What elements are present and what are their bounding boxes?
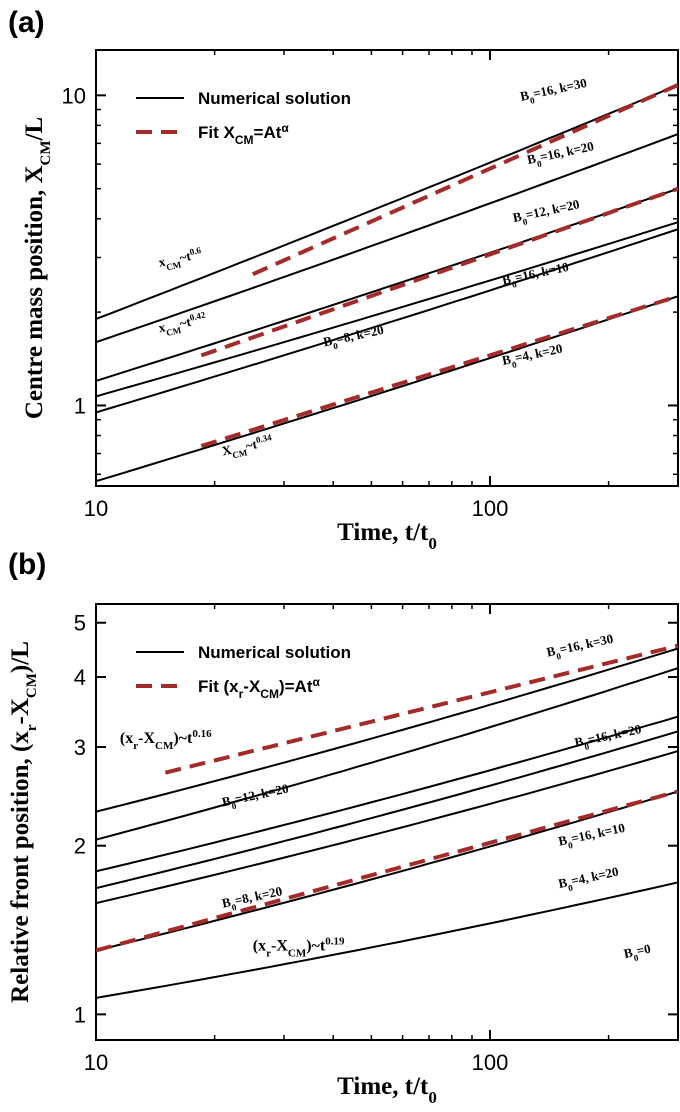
x-axis-title: Time, t/t0 [337, 1073, 437, 1107]
x-tick-label: 10 [84, 496, 108, 521]
numerical-line-4 [96, 228, 678, 414]
curve-label-0: B0=16, k=30 [545, 631, 615, 664]
x-tick-label: 10 [84, 1050, 108, 1075]
curve-label-6: xCM~t0.6 [157, 245, 205, 274]
curve-label-1: B0=16, k=20 [573, 721, 643, 754]
x-tick-label: 100 [472, 496, 509, 521]
curve-label-0: B0=16, k=30 [519, 75, 589, 108]
plot-frame [95, 49, 679, 487]
numerical-line-5 [96, 295, 678, 483]
curve-label-7: xCM~t0.42 [157, 310, 209, 340]
y-tick-label: 10 [62, 83, 86, 108]
legend-entry-solid: Numerical solution [198, 643, 351, 662]
fit-line-7 [200, 186, 678, 358]
y-tick-label: 4 [74, 665, 86, 690]
curve-label-5: B0=4, k=20 [557, 864, 621, 895]
y-tick-label: 2 [74, 834, 86, 859]
chart-panel-b: (b) 10 100 1 2 3 4 5 Time, t/t0 Relative front po… [7, 548, 679, 1107]
numerical-line-2 [96, 715, 678, 873]
fit-label-0: (xr-XCM)~t0.16 [120, 728, 212, 752]
fit-line-7 [164, 643, 678, 775]
numerical-line-1 [96, 133, 678, 344]
curve-label-3: B0=16, k=10 [501, 259, 571, 292]
numerical-line-0 [96, 84, 678, 320]
legend-entry-solid: Numerical solution [198, 89, 351, 108]
curve-label-4: B0=8, k=20 [322, 322, 386, 353]
series-group [96, 83, 678, 483]
fit-line-6 [251, 83, 678, 277]
y-tick-label: 5 [74, 611, 86, 636]
y-axis-title: Relative front position, (xr-XCM)/L [7, 641, 40, 1003]
panel-label: (a) [8, 6, 45, 39]
legend-entry-dashed: Fit (xr-XCM)=Atα [198, 675, 320, 701]
y-tick-label: 1 [74, 1002, 86, 1027]
legend-entry-dashed: Fit XCM=Atα [198, 121, 289, 147]
numerical-line-3 [96, 221, 678, 398]
numerical-line-0 [96, 647, 678, 813]
numerical-line-6 [96, 881, 678, 999]
curve-label-4: B0=8, k=20 [220, 883, 284, 914]
curve-label-6: B0=0 [622, 941, 652, 965]
y-tick-label: 1 [74, 393, 86, 418]
numerical-line-3 [96, 730, 678, 890]
numerical-line-4 [96, 750, 678, 905]
curve-label-8: XCM~t0.34 [220, 432, 275, 462]
chart-panel-a: (a) 10 100 1 10 Time, t/t0 Centre mass positio… [8, 6, 679, 553]
numerical-line-5 [96, 790, 678, 952]
y-axis-title: Centre mass position, XCM/L [21, 117, 54, 419]
fit-label-1: (xr-XCM)~t0.19 [253, 936, 345, 960]
x-axis-title: Time, t/t0 [337, 519, 437, 553]
plot-frame [95, 603, 679, 1041]
numerical-line-1 [96, 667, 678, 841]
fit-line-8 [200, 294, 678, 448]
fit-line-8 [96, 789, 678, 953]
curve-label-2: B0=12, k=20 [511, 196, 581, 229]
curve-label-2: B0=12, k=20 [220, 781, 290, 814]
x-tick-label: 100 [472, 1050, 509, 1075]
series-group [96, 643, 678, 999]
panel-label: (b) [8, 548, 46, 581]
curve-label-5: B0=4, k=20 [501, 341, 565, 372]
y-tick-label: 3 [74, 735, 86, 760]
